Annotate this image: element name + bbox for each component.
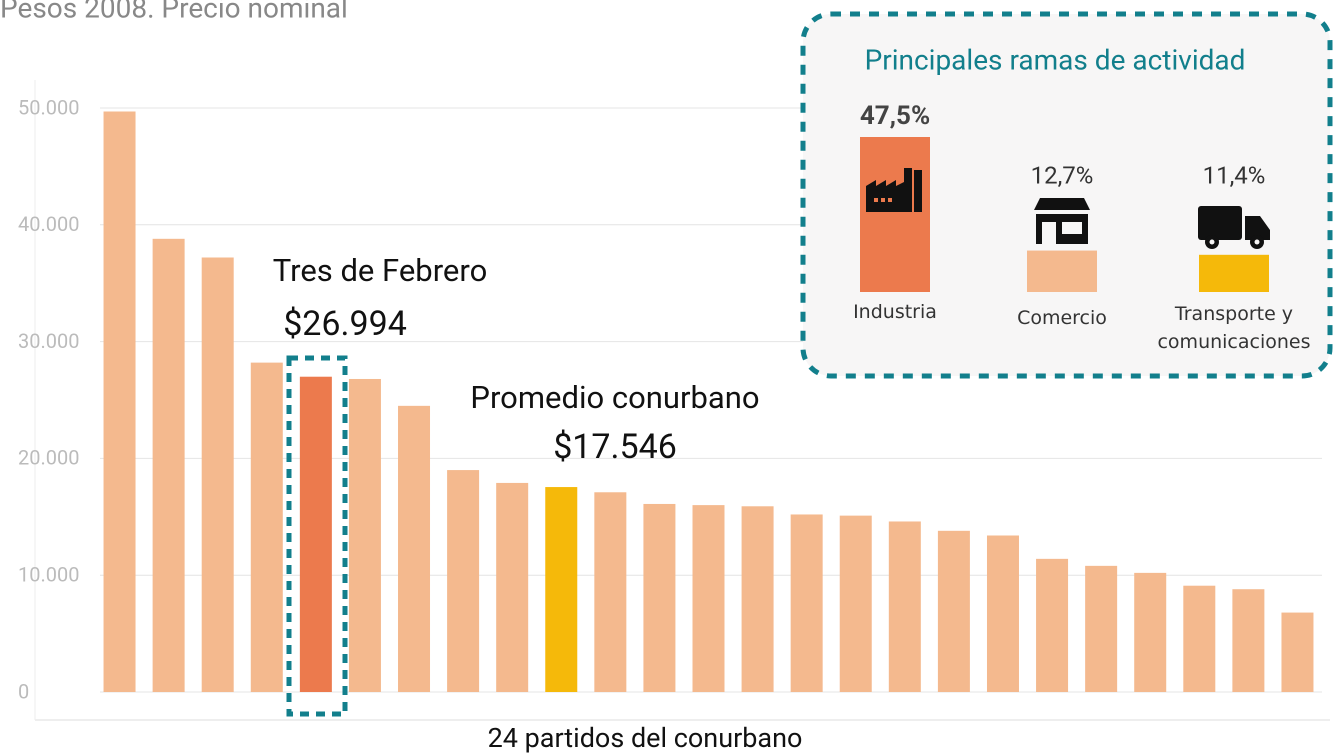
category-label: Transporte y comunicaciones bbox=[1157, 303, 1311, 353]
inset-box bbox=[800, 11, 1333, 379]
bar bbox=[1199, 254, 1269, 292]
chart-title: Pesos 2008. Precio nominal bbox=[0, 0, 348, 24]
bar bbox=[201, 257, 234, 692]
y-tick-label: 20.000 bbox=[18, 446, 79, 470]
bar bbox=[250, 362, 283, 692]
highlight-box bbox=[286, 355, 348, 717]
bar bbox=[741, 506, 774, 692]
bar bbox=[398, 405, 431, 692]
value-label: 11,4% bbox=[1203, 161, 1266, 189]
value-label: 12,7% bbox=[1031, 161, 1094, 189]
bar bbox=[888, 521, 921, 692]
y-tick-label: 0 bbox=[18, 679, 29, 703]
y-tick-label: 30.000 bbox=[18, 329, 79, 353]
bar bbox=[1027, 250, 1097, 292]
bar bbox=[348, 378, 381, 692]
category-label: Comercio bbox=[1017, 307, 1107, 329]
bar bbox=[839, 515, 872, 692]
bar bbox=[594, 492, 627, 692]
plot: 0 10.000 20.000 30.000 40.000 50.000 Tres de F… bbox=[18, 95, 1322, 703]
bar bbox=[1232, 589, 1265, 692]
bar bbox=[1134, 572, 1167, 692]
bar bbox=[1281, 612, 1314, 692]
bar bbox=[692, 505, 725, 692]
x-axis-label: 24 partidos del conurbano bbox=[488, 722, 803, 754]
bar bbox=[1183, 585, 1216, 692]
truck-icon bbox=[1198, 206, 1270, 249]
bar bbox=[643, 503, 676, 692]
y-tick-label: 10.000 bbox=[18, 562, 79, 586]
inset: 47,5% 12,7% 11,4% bbox=[860, 101, 1269, 292]
bar bbox=[790, 514, 823, 692]
bar bbox=[860, 137, 930, 292]
bar bbox=[447, 470, 480, 692]
bar bbox=[986, 535, 1019, 692]
value-label: $17.546 bbox=[553, 427, 677, 467]
factory-icon bbox=[866, 168, 922, 212]
y-tick-label: 50.000 bbox=[18, 95, 79, 119]
inset-title: Principales ramas de actividad bbox=[865, 43, 1246, 76]
bar bbox=[103, 111, 136, 692]
y-tick-label: 40.000 bbox=[18, 212, 79, 236]
value-label: 47,5% bbox=[860, 101, 930, 131]
bar bbox=[496, 482, 529, 692]
icons bbox=[866, 168, 1270, 249]
bar bbox=[1085, 565, 1118, 692]
bar bbox=[152, 238, 185, 693]
shop-icon bbox=[1034, 198, 1090, 244]
value-label: $26.994 bbox=[283, 304, 407, 344]
bar bbox=[545, 487, 578, 692]
bar bbox=[937, 530, 970, 692]
annotation: Tres de Febrero bbox=[273, 252, 488, 289]
category-label: Industria bbox=[853, 301, 937, 323]
bar bbox=[299, 376, 332, 692]
annotation: Promedio conurbano bbox=[470, 379, 759, 416]
bar bbox=[1036, 558, 1069, 692]
